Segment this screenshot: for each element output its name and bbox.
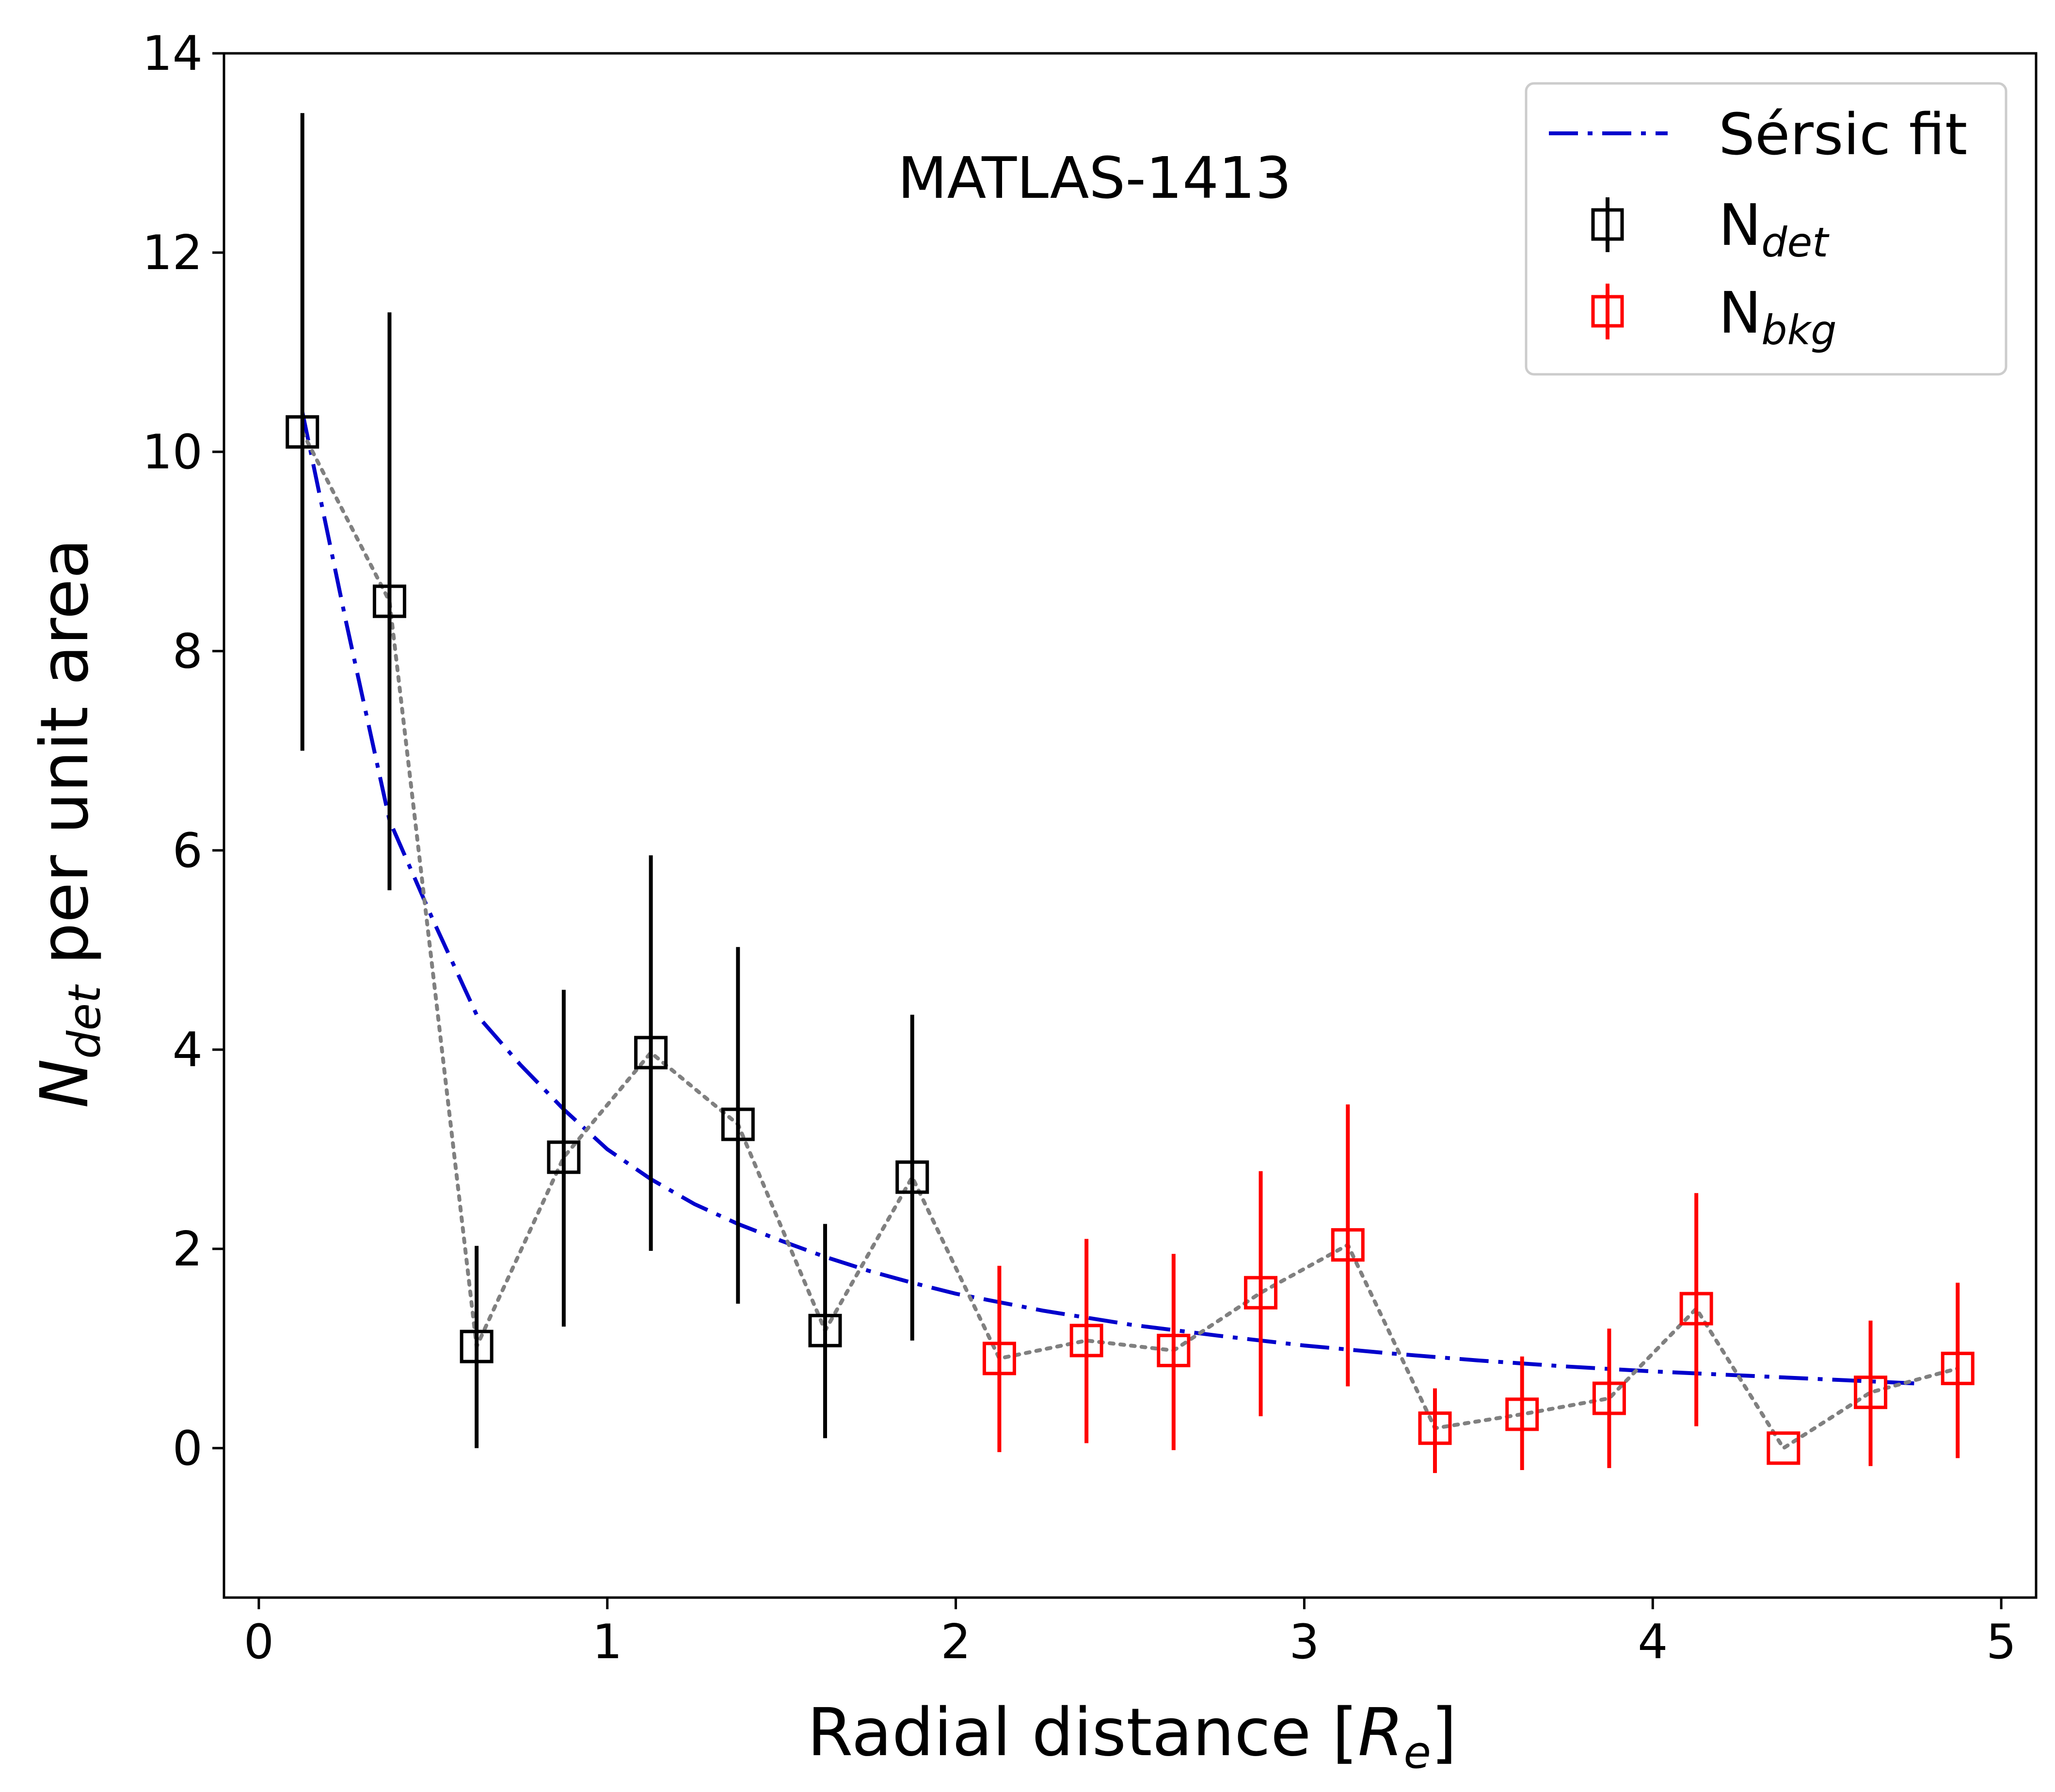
legend-nbkg-label: Nbkg (1719, 279, 1837, 354)
nbkg-marker-8 (1679, 1292, 1713, 1326)
ndet-marker-4 (634, 1036, 668, 1070)
y-axis-title: Ndet per unit area (27, 538, 111, 1108)
ndet-marker-0 (286, 415, 319, 449)
x-axis-title-sub: e (1403, 1727, 1431, 1778)
y-tick-label-5: 10 (142, 425, 203, 480)
x-axis-title: Radial distance [Re] (807, 1695, 1457, 1778)
y-axis-title-sub: det (59, 984, 111, 1059)
y-tick-label-3: 6 (173, 823, 203, 879)
nbkg-marker-1 (1069, 1324, 1103, 1358)
nbkg-marker-3 (1244, 1276, 1278, 1310)
legend-nbkg-label-sub: bkg (1761, 306, 1836, 354)
plot-area (286, 113, 1975, 1473)
x-tick-label-4: 4 (1638, 1615, 1668, 1670)
nbkg-marker-5 (1418, 1411, 1452, 1445)
sersic-fit-line (300, 411, 1914, 1386)
x-tick-label-0: 0 (244, 1615, 274, 1670)
nbkg-marker-6 (1505, 1397, 1539, 1431)
x-tick-label-1: 1 (592, 1615, 622, 1670)
ndet-marker-1 (372, 584, 406, 618)
legend: Sérsic fit Ndet Nbkg (1525, 82, 2007, 376)
legend-ndet-label: Ndet (1719, 192, 1830, 266)
nbkg-marker-11 (1941, 1351, 1975, 1385)
y-axis-title-tail: per unit area (27, 538, 103, 985)
nbkg-marker-4 (1331, 1228, 1365, 1262)
legend-ndet-marker (1591, 208, 1624, 241)
y-tick-label-6: 12 (142, 225, 203, 281)
y-tick-label-7: 14 (142, 26, 203, 81)
ndet-marker-6 (808, 1313, 842, 1347)
y-axis-title-italic: N (27, 1059, 103, 1108)
nbkg-marker-7 (1592, 1381, 1626, 1415)
x-tick-label-2: 2 (940, 1615, 971, 1670)
ndet-marker-2 (460, 1329, 494, 1363)
y-tick-label-0: 0 (173, 1421, 203, 1476)
x-axis-title-tail: ] (1431, 1695, 1457, 1771)
y-tick-label-1: 2 (173, 1222, 203, 1277)
ndet-marker-7 (895, 1160, 929, 1194)
axes-frame (223, 52, 2038, 1599)
x-axis-title-italic: R (1358, 1695, 1404, 1771)
legend-nbkg-label-main: N (1719, 279, 1761, 346)
nbkg-marker-2 (1157, 1333, 1191, 1367)
nbkg-marker-9 (1767, 1431, 1800, 1465)
x-axis-title-main: Radial distance [ (807, 1695, 1358, 1771)
legend-ndet-label-main: N (1719, 192, 1761, 258)
ndet-marker-3 (547, 1140, 581, 1174)
y-tick-label-2: 4 (173, 1023, 203, 1078)
y-tick-label-4: 8 (173, 624, 203, 679)
x-tick-label-5: 5 (1986, 1615, 2016, 1670)
nbkg-marker-0 (982, 1342, 1016, 1376)
legend-frame (1525, 82, 2007, 376)
chart-annotation: MATLAS-1413 (898, 144, 1291, 211)
legend-sersic-label: Sérsic fit (1719, 101, 1967, 168)
legend-nbkg-marker (1591, 295, 1624, 328)
legend-ndet-label-sub: det (1761, 219, 1830, 266)
x-tick-label-3: 3 (1289, 1615, 1319, 1670)
ndet-marker-5 (721, 1107, 755, 1141)
nbkg-marker-10 (1854, 1376, 1888, 1409)
